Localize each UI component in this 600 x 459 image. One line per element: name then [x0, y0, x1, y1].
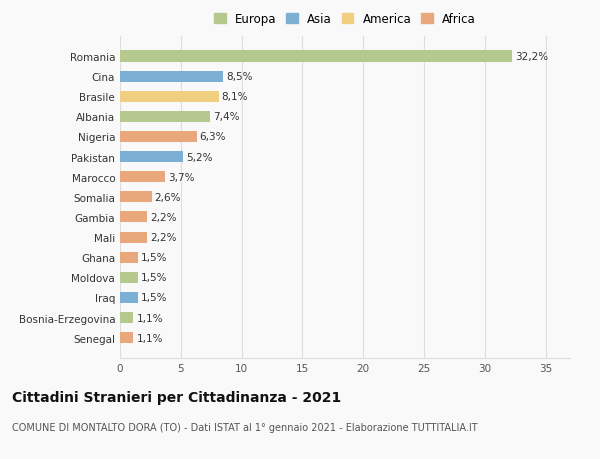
Text: 2,2%: 2,2%: [150, 213, 176, 223]
Text: 1,5%: 1,5%: [141, 293, 168, 303]
Text: 3,7%: 3,7%: [168, 172, 194, 182]
Text: 1,5%: 1,5%: [141, 273, 168, 283]
Bar: [120, 312, 133, 323]
Text: 7,4%: 7,4%: [213, 112, 239, 122]
Bar: [120, 232, 147, 243]
Bar: [120, 91, 218, 102]
Bar: [120, 272, 138, 283]
Legend: Europa, Asia, America, Africa: Europa, Asia, America, Africa: [212, 11, 478, 28]
Bar: [120, 252, 138, 263]
Bar: [120, 151, 183, 163]
Bar: [120, 172, 165, 183]
Text: 2,6%: 2,6%: [155, 192, 181, 202]
Text: 1,5%: 1,5%: [141, 252, 168, 263]
Text: 5,2%: 5,2%: [186, 152, 213, 162]
Text: COMUNE DI MONTALTO DORA (TO) - Dati ISTAT al 1° gennaio 2021 - Elaborazione TUTT: COMUNE DI MONTALTO DORA (TO) - Dati ISTA…: [12, 422, 478, 432]
Text: 2,2%: 2,2%: [150, 233, 176, 242]
Bar: [120, 112, 210, 123]
Bar: [120, 192, 152, 203]
Bar: [120, 212, 147, 223]
Text: 1,1%: 1,1%: [136, 313, 163, 323]
Bar: [120, 132, 197, 143]
Text: Cittadini Stranieri per Cittadinanza - 2021: Cittadini Stranieri per Cittadinanza - 2…: [12, 390, 341, 404]
Text: 32,2%: 32,2%: [515, 52, 548, 62]
Text: 1,1%: 1,1%: [136, 333, 163, 343]
Bar: [120, 332, 133, 343]
Text: 6,3%: 6,3%: [200, 132, 226, 142]
Text: 8,5%: 8,5%: [226, 72, 253, 82]
Bar: [120, 72, 223, 83]
Bar: [120, 51, 512, 62]
Text: 8,1%: 8,1%: [221, 92, 248, 102]
Bar: [120, 292, 138, 303]
